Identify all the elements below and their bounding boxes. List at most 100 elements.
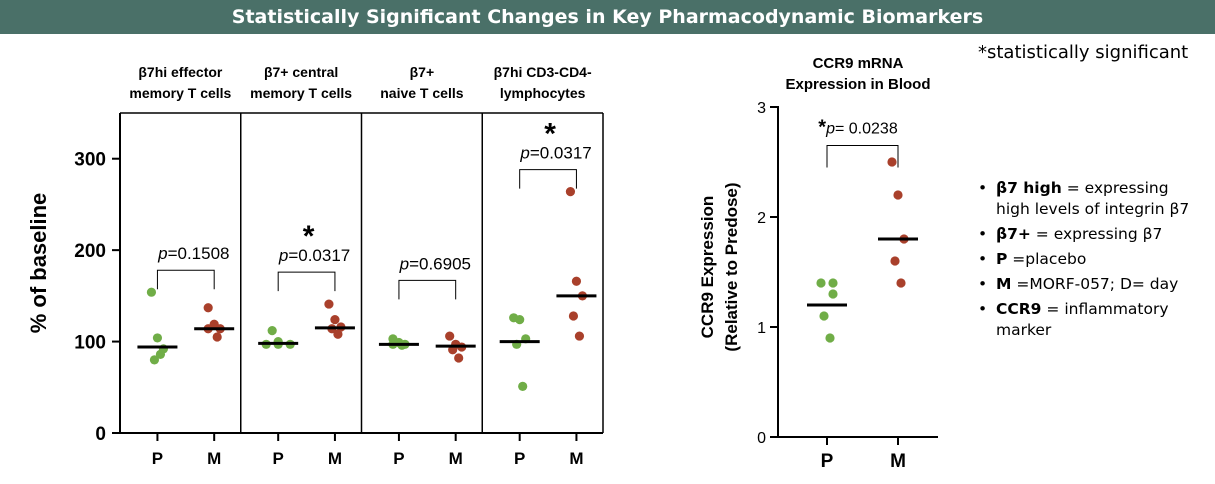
legend-list: β7 high = expressing high levels of inte… — [972, 178, 1207, 345]
p-number: =0.0317 — [288, 246, 350, 265]
x-tick-label: P — [821, 451, 834, 472]
y-axis-title: (Relative to Predose) — [722, 182, 741, 351]
y-tick-label: 1 — [757, 320, 766, 337]
data-point — [571, 276, 582, 286]
data-point — [828, 289, 838, 299]
legend-term: P — [996, 250, 1008, 268]
p-value-label: p=0.0317 — [519, 144, 591, 163]
significance-star: * — [303, 220, 315, 253]
x-tick-label: M — [328, 449, 342, 468]
panel-title: memory T cells — [129, 85, 231, 101]
y-tick-label: 0 — [95, 424, 106, 445]
data-point — [445, 331, 455, 341]
legend-desc: = inflammatory marker — [996, 300, 1169, 339]
panel-title: β7hi effector — [138, 64, 223, 80]
x-tick-label: P — [514, 449, 525, 468]
legend-term: β7+ — [996, 225, 1031, 243]
legend-item: CCR9 = inflammatory marker — [972, 299, 1207, 341]
y-axis-title: CCR9 Expression — [698, 196, 717, 339]
x-tick-label: P — [152, 449, 163, 468]
y-tick-label: 300 — [74, 150, 106, 171]
p-value-label: p=0.1508 — [157, 244, 229, 263]
data-point — [324, 299, 334, 309]
significance-bracket — [826, 145, 899, 168]
legend-item: M =MORF-057; D= day — [972, 274, 1207, 295]
p-number: =0.6905 — [409, 254, 471, 273]
significance-note: *statistically significant — [978, 42, 1189, 63]
data-point — [330, 315, 340, 325]
p-number: =0.1508 — [168, 244, 230, 263]
y-tick-label: 2 — [757, 210, 766, 227]
y-axis-title: % of baseline — [26, 193, 51, 334]
p-value-label: *p= 0.0238 — [818, 117, 898, 139]
panel-title: naive T cells — [380, 85, 463, 101]
banner-title: Statistically Significant Changes in Key… — [0, 0, 1215, 34]
data-point — [896, 278, 906, 288]
data-point — [568, 311, 579, 321]
p-symbol: p — [157, 244, 167, 263]
data-point — [203, 303, 213, 313]
p-symbol: p — [278, 246, 288, 265]
legend-term: β7 high — [996, 179, 1062, 197]
data-point — [828, 278, 838, 288]
x-tick-label: M — [569, 449, 583, 468]
data-point — [333, 329, 343, 339]
p-symbol: p — [399, 254, 409, 273]
legend-term: M — [996, 275, 1012, 293]
x-tick-label: M — [449, 449, 463, 468]
y-tick-label: 0 — [757, 430, 766, 447]
legend-term: CCR9 — [996, 300, 1042, 318]
p-value-label: p=0.0317 — [278, 246, 350, 265]
chart-title: CCR9 mRNA — [813, 55, 904, 72]
p-value-label: p=0.6905 — [399, 254, 471, 273]
x-tick-label: P — [273, 449, 284, 468]
p-symbol: p — [825, 121, 835, 138]
significance-bracket — [519, 169, 577, 189]
x-tick-label: M — [207, 449, 221, 468]
legend-item: P =placebo — [972, 249, 1207, 270]
legend-desc: =placebo — [1007, 250, 1087, 268]
panel-title: β7+ central — [264, 64, 338, 80]
p-number: =0.0317 — [530, 144, 592, 163]
data-point — [146, 287, 157, 297]
data-point — [819, 311, 829, 321]
legend-item: β7+ = expressing β7 — [972, 224, 1207, 245]
data-point — [454, 353, 464, 363]
data-point — [574, 331, 585, 341]
significance-bracket — [277, 271, 336, 292]
p-number: = 0.0238 — [835, 121, 898, 138]
y-tick-label: 3 — [757, 100, 766, 117]
data-point — [155, 349, 166, 359]
legend-desc: = expressing high levels of integrin β7 — [996, 179, 1190, 218]
data-point — [212, 332, 222, 342]
significance-bracket — [398, 279, 457, 300]
legend-desc: =MORF-057; D= day — [1011, 275, 1179, 293]
data-point — [267, 326, 277, 336]
significance-star: * — [818, 117, 826, 139]
data-point — [518, 381, 528, 391]
data-point — [816, 278, 826, 288]
data-point — [149, 355, 160, 365]
panel-title: β7hi CD3-CD4- — [494, 64, 592, 80]
data-point — [152, 333, 163, 343]
panel-title: lymphocytes — [500, 85, 586, 101]
chart-title: Expression in Blood — [785, 76, 930, 93]
data-point — [893, 190, 903, 200]
data-point — [515, 315, 525, 325]
x-tick-label: P — [393, 449, 404, 468]
x-tick-label: M — [890, 451, 906, 472]
data-point — [825, 333, 835, 343]
y-tick-label: 100 — [74, 333, 106, 354]
legend-item: β7 high = expressing high levels of inte… — [972, 178, 1207, 220]
panel-title: β7+ — [410, 64, 435, 80]
data-point — [890, 256, 900, 266]
data-point — [565, 187, 576, 197]
p-symbol: p — [519, 144, 529, 163]
legend-desc: = expressing β7 — [1030, 225, 1163, 243]
significance-bracket — [156, 269, 215, 290]
data-point — [887, 157, 897, 167]
panel-title: memory T cells — [250, 85, 352, 101]
y-tick-label: 200 — [74, 241, 106, 262]
significance-star: * — [544, 118, 556, 151]
